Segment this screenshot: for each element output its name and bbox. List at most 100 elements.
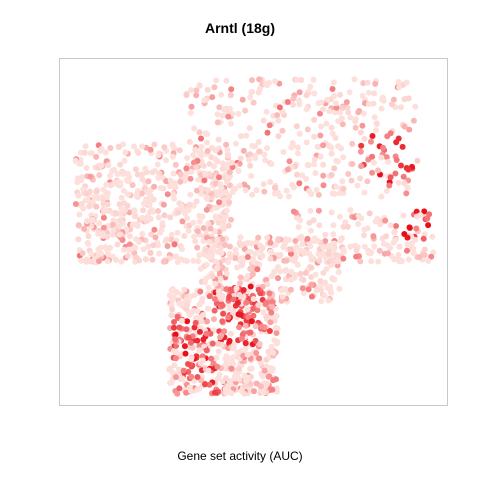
data-point: [311, 117, 317, 123]
data-point: [304, 139, 310, 145]
data-point: [355, 221, 361, 227]
data-point: [318, 124, 324, 130]
data-point: [215, 341, 221, 347]
data-point: [93, 154, 99, 160]
data-point: [340, 154, 346, 160]
scatter-points: [73, 76, 437, 397]
chart-title: Arntl (18g): [0, 20, 480, 36]
data-point: [345, 109, 351, 115]
data-point: [330, 131, 336, 137]
data-point: [357, 175, 363, 181]
data-point: [239, 336, 245, 342]
data-point: [325, 298, 331, 304]
data-point: [209, 94, 215, 100]
data-point: [331, 79, 337, 85]
data-point: [288, 277, 294, 283]
data-point: [188, 87, 194, 93]
data-point: [337, 214, 343, 220]
data-point: [272, 191, 278, 197]
data-point: [296, 97, 302, 103]
data-point: [171, 348, 177, 354]
data-point: [329, 172, 335, 178]
data-point: [254, 266, 260, 272]
data-point: [329, 151, 335, 157]
data-point: [288, 287, 294, 293]
data-point: [190, 258, 196, 264]
data-point: [294, 172, 300, 178]
data-point: [200, 312, 206, 318]
data-point: [331, 93, 337, 99]
data-point: [95, 195, 101, 201]
data-point: [379, 97, 385, 103]
data-point: [156, 251, 162, 257]
data-point: [361, 232, 367, 238]
data-point: [249, 77, 255, 83]
data-point: [169, 306, 175, 312]
data-point: [116, 223, 122, 229]
data-point: [388, 222, 394, 228]
data-point: [241, 287, 247, 293]
data-point: [176, 325, 182, 331]
data-point: [170, 154, 176, 160]
data-point: [293, 244, 299, 250]
data-point: [342, 219, 348, 225]
data-point: [238, 274, 244, 280]
data-point: [73, 158, 79, 164]
data-point: [349, 141, 355, 147]
data-point: [195, 228, 201, 234]
data-point: [228, 287, 234, 293]
data-point: [358, 143, 364, 149]
data-point: [365, 225, 371, 231]
data-point: [347, 207, 353, 213]
data-point: [224, 78, 230, 84]
data-point: [171, 319, 177, 325]
data-point: [247, 163, 253, 169]
data-point: [126, 174, 132, 180]
data-point: [199, 144, 205, 150]
data-point: [409, 241, 415, 247]
data-point: [305, 236, 311, 242]
data-point: [267, 122, 273, 128]
data-point: [113, 210, 119, 216]
data-point: [218, 92, 224, 98]
data-point: [233, 141, 239, 147]
data-point: [175, 230, 181, 236]
data-point: [160, 220, 166, 226]
data-point: [337, 92, 343, 98]
data-point: [155, 162, 161, 168]
data-point: [345, 171, 351, 177]
data-point: [394, 157, 400, 163]
data-point: [224, 271, 230, 277]
data-point: [206, 285, 212, 291]
data-point: [227, 169, 233, 175]
data-point: [235, 111, 241, 117]
data-point: [208, 226, 214, 232]
data-point: [372, 81, 378, 87]
data-point: [85, 241, 91, 247]
data-point: [150, 169, 156, 175]
data-point: [155, 175, 161, 181]
data-point: [190, 220, 196, 226]
data-point: [305, 126, 311, 132]
data-point: [304, 92, 310, 98]
data-point: [226, 199, 232, 205]
data-point: [256, 355, 262, 361]
data-point: [236, 168, 242, 174]
data-point: [204, 347, 210, 353]
data-point: [335, 159, 341, 165]
data-point: [276, 133, 282, 139]
data-point: [403, 96, 409, 102]
data-point: [266, 374, 272, 380]
data-point: [264, 145, 270, 151]
data-point: [186, 228, 192, 234]
data-point: [216, 174, 222, 180]
data-point: [213, 77, 219, 83]
data-point: [204, 262, 210, 268]
data-point: [225, 314, 231, 320]
data-point: [116, 144, 122, 150]
data-point: [103, 207, 109, 213]
data-point: [429, 234, 435, 240]
data-point: [212, 281, 218, 287]
data-point: [413, 226, 419, 232]
data-point: [228, 331, 234, 337]
